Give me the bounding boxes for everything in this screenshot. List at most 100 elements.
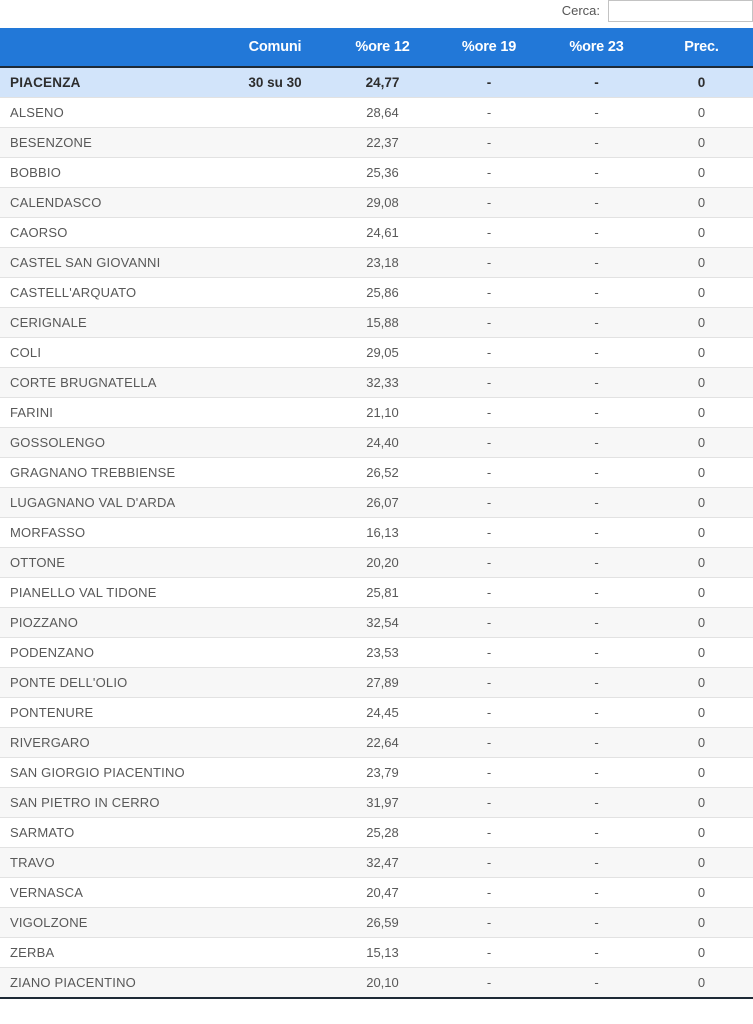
table-row: CASTEL SAN GIOVANNI 23,18 - - 0 bbox=[0, 247, 753, 278]
comune-ore23-cell: - bbox=[543, 697, 650, 728]
column-header-ore12[interactable]: %ore 12 bbox=[330, 28, 435, 68]
comune-comuni-cell bbox=[220, 487, 330, 518]
table-row: TRAVO 32,47 - - 0 bbox=[0, 847, 753, 878]
comune-ore23-cell: - bbox=[543, 727, 650, 758]
comune-ore23-cell: - bbox=[543, 607, 650, 638]
comune-prec-cell: 0 bbox=[650, 277, 753, 308]
comune-name-cell[interactable]: CAORSO bbox=[0, 217, 220, 248]
comune-name-cell[interactable]: COLI bbox=[0, 337, 220, 368]
table-row: OTTONE 20,20 - - 0 bbox=[0, 547, 753, 578]
table-row: PODENZANO 23,53 - - 0 bbox=[0, 637, 753, 668]
table-row: ALSENO 28,64 - - 0 bbox=[0, 97, 753, 128]
comune-name-cell[interactable]: CALENDASCO bbox=[0, 187, 220, 218]
comune-name-cell[interactable]: FARINI bbox=[0, 397, 220, 428]
column-header-comuni[interactable]: Comuni bbox=[220, 28, 330, 68]
comune-name-cell[interactable]: CASTEL SAN GIOVANNI bbox=[0, 247, 220, 278]
comune-name-cell[interactable]: PIOZZANO bbox=[0, 607, 220, 638]
table-row: PONTE DELL'OLIO 27,89 - - 0 bbox=[0, 667, 753, 698]
comune-prec-cell: 0 bbox=[650, 577, 753, 608]
comune-comuni-cell bbox=[220, 307, 330, 338]
table-row: SARMATO 25,28 - - 0 bbox=[0, 817, 753, 848]
table-row: BESENZONE 22,37 - - 0 bbox=[0, 127, 753, 158]
column-header-territory[interactable] bbox=[0, 28, 220, 68]
comune-name-cell[interactable]: RIVERGARO bbox=[0, 727, 220, 758]
comune-comuni-cell bbox=[220, 967, 330, 998]
comune-name-cell[interactable]: PODENZANO bbox=[0, 637, 220, 668]
comune-name-cell[interactable]: TRAVO bbox=[0, 847, 220, 878]
comune-ore12-cell: 25,86 bbox=[330, 277, 435, 308]
comune-ore12-cell: 22,64 bbox=[330, 727, 435, 758]
comune-name-cell[interactable]: VIGOLZONE bbox=[0, 907, 220, 938]
comune-comuni-cell bbox=[220, 937, 330, 968]
comune-prec-cell: 0 bbox=[650, 457, 753, 488]
province-ore19-cell: - bbox=[435, 67, 543, 98]
comune-ore12-cell: 29,08 bbox=[330, 187, 435, 218]
comune-ore12-cell: 23,79 bbox=[330, 757, 435, 788]
comune-comuni-cell bbox=[220, 157, 330, 188]
comune-ore12-cell: 23,18 bbox=[330, 247, 435, 278]
comune-name-cell[interactable]: PONTENURE bbox=[0, 697, 220, 728]
table-row: MORFASSO 16,13 - - 0 bbox=[0, 517, 753, 548]
header-row: Comuni %ore 12 %ore 19 %ore 23 Prec. bbox=[0, 28, 753, 68]
comune-ore19-cell: - bbox=[435, 757, 543, 788]
column-header-ore19[interactable]: %ore 19 bbox=[435, 28, 543, 68]
comune-name-cell[interactable]: PONTE DELL'OLIO bbox=[0, 667, 220, 698]
column-header-prec[interactable]: Prec. bbox=[650, 28, 753, 68]
comune-prec-cell: 0 bbox=[650, 967, 753, 998]
comune-ore12-cell: 24,40 bbox=[330, 427, 435, 458]
comune-name-cell[interactable]: SARMATO bbox=[0, 817, 220, 848]
comune-name-cell[interactable]: SAN PIETRO IN CERRO bbox=[0, 787, 220, 818]
table-row: CASTELL'ARQUATO 25,86 - - 0 bbox=[0, 277, 753, 308]
table-row: SAN GIORGIO PIACENTINO 23,79 - - 0 bbox=[0, 757, 753, 788]
comune-name-cell[interactable]: ZIANO PIACENTINO bbox=[0, 967, 220, 998]
comune-ore23-cell: - bbox=[543, 847, 650, 878]
table-row: PIOZZANO 32,54 - - 0 bbox=[0, 607, 753, 638]
table-row: GRAGNANO TREBBIENSE 26,52 - - 0 bbox=[0, 457, 753, 488]
comune-prec-cell: 0 bbox=[650, 247, 753, 278]
comune-name-cell[interactable]: MORFASSO bbox=[0, 517, 220, 548]
comune-name-cell[interactable]: BESENZONE bbox=[0, 127, 220, 158]
province-summary-row: PIACENZA 30 su 30 24,77 - - 0 bbox=[0, 67, 753, 98]
comune-ore19-cell: - bbox=[435, 727, 543, 758]
table-row: SAN PIETRO IN CERRO 31,97 - - 0 bbox=[0, 787, 753, 818]
comune-comuni-cell bbox=[220, 727, 330, 758]
comune-name-cell[interactable]: PIANELLO VAL TIDONE bbox=[0, 577, 220, 608]
comune-ore19-cell: - bbox=[435, 607, 543, 638]
comune-name-cell[interactable]: CERIGNALE bbox=[0, 307, 220, 338]
comune-comuni-cell bbox=[220, 667, 330, 698]
comune-name-cell[interactable]: LUGAGNANO VAL D'ARDA bbox=[0, 487, 220, 518]
comune-comuni-cell bbox=[220, 217, 330, 248]
comune-comuni-cell bbox=[220, 187, 330, 218]
comune-comuni-cell bbox=[220, 247, 330, 278]
comune-name-cell[interactable]: GRAGNANO TREBBIENSE bbox=[0, 457, 220, 488]
comune-ore19-cell: - bbox=[435, 247, 543, 278]
comune-name-cell[interactable]: SAN GIORGIO PIACENTINO bbox=[0, 757, 220, 788]
comune-name-cell[interactable]: ALSENO bbox=[0, 97, 220, 128]
table-row: LUGAGNANO VAL D'ARDA 26,07 - - 0 bbox=[0, 487, 753, 518]
comune-prec-cell: 0 bbox=[650, 187, 753, 218]
province-ore12-cell: 24,77 bbox=[330, 67, 435, 98]
comune-ore12-cell: 21,10 bbox=[330, 397, 435, 428]
comune-ore23-cell: - bbox=[543, 937, 650, 968]
affluenza-table: Comuni %ore 12 %ore 19 %ore 23 Prec. PIA… bbox=[0, 28, 753, 999]
comune-ore12-cell: 16,13 bbox=[330, 517, 435, 548]
column-header-ore23[interactable]: %ore 23 bbox=[543, 28, 650, 68]
search-input[interactable] bbox=[608, 0, 753, 22]
comune-ore19-cell: - bbox=[435, 667, 543, 698]
comune-ore19-cell: - bbox=[435, 577, 543, 608]
comune-comuni-cell bbox=[220, 817, 330, 848]
comune-name-cell[interactable]: ZERBA bbox=[0, 937, 220, 968]
comune-prec-cell: 0 bbox=[650, 757, 753, 788]
comune-name-cell[interactable]: OTTONE bbox=[0, 547, 220, 578]
comune-ore19-cell: - bbox=[435, 787, 543, 818]
comune-ore12-cell: 23,53 bbox=[330, 637, 435, 668]
comune-name-cell[interactable]: BOBBIO bbox=[0, 157, 220, 188]
comune-ore23-cell: - bbox=[543, 127, 650, 158]
comune-ore19-cell: - bbox=[435, 97, 543, 128]
comune-name-cell[interactable]: CORTE BRUGNATELLA bbox=[0, 367, 220, 398]
comune-name-cell[interactable]: GOSSOLENGO bbox=[0, 427, 220, 458]
comune-ore19-cell: - bbox=[435, 937, 543, 968]
comune-name-cell[interactable]: VERNASCA bbox=[0, 877, 220, 908]
comune-name-cell[interactable]: CASTELL'ARQUATO bbox=[0, 277, 220, 308]
comune-prec-cell: 0 bbox=[650, 157, 753, 188]
